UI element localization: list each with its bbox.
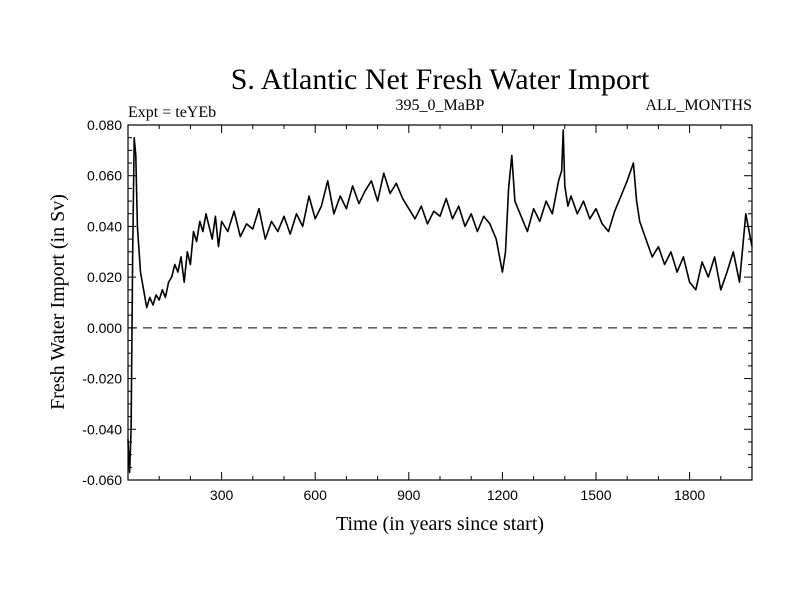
experiment-label: Expt = teYEb	[128, 104, 216, 121]
x-axis-label: Time (in years since start)	[336, 513, 544, 535]
y-tick-label: -0.020	[82, 371, 122, 387]
y-tick-label: -0.040	[82, 421, 122, 437]
y-tick-label: 0.040	[87, 218, 122, 234]
y-tick-label: 0.000	[87, 320, 122, 336]
x-tick-label: 1800	[674, 487, 705, 503]
x-tick-label: 900	[397, 487, 421, 503]
x-axis-ticks: 300 600 900 1200 1500 1800	[127, 125, 753, 503]
y-tick-label: 0.060	[87, 168, 122, 184]
y-axis-label: Fresh Water Import (in Sv)	[47, 194, 69, 410]
y-tick-label: 0.020	[87, 269, 122, 285]
x-tick-label: 300	[210, 487, 234, 503]
chart-title: S. Atlantic Net Fresh Water Import	[231, 63, 650, 96]
x-tick-label: 1500	[580, 487, 611, 503]
months-label: ALL_MONTHS	[645, 97, 752, 114]
y-tick-label: -0.060	[82, 472, 122, 488]
x-tick-label: 1200	[487, 487, 518, 503]
x-tick-label: 600	[304, 487, 328, 503]
y-axis-ticks: -0.060 -0.040 -0.020 0.000 0.020 0.040 0.060 0.…	[82, 117, 752, 488]
period-label: 395_0_MaBP	[396, 97, 485, 114]
y-tick-label: 0.080	[87, 117, 122, 133]
plot-frame	[127, 124, 753, 481]
series-group	[127, 129, 753, 474]
series-line	[127, 129, 753, 474]
